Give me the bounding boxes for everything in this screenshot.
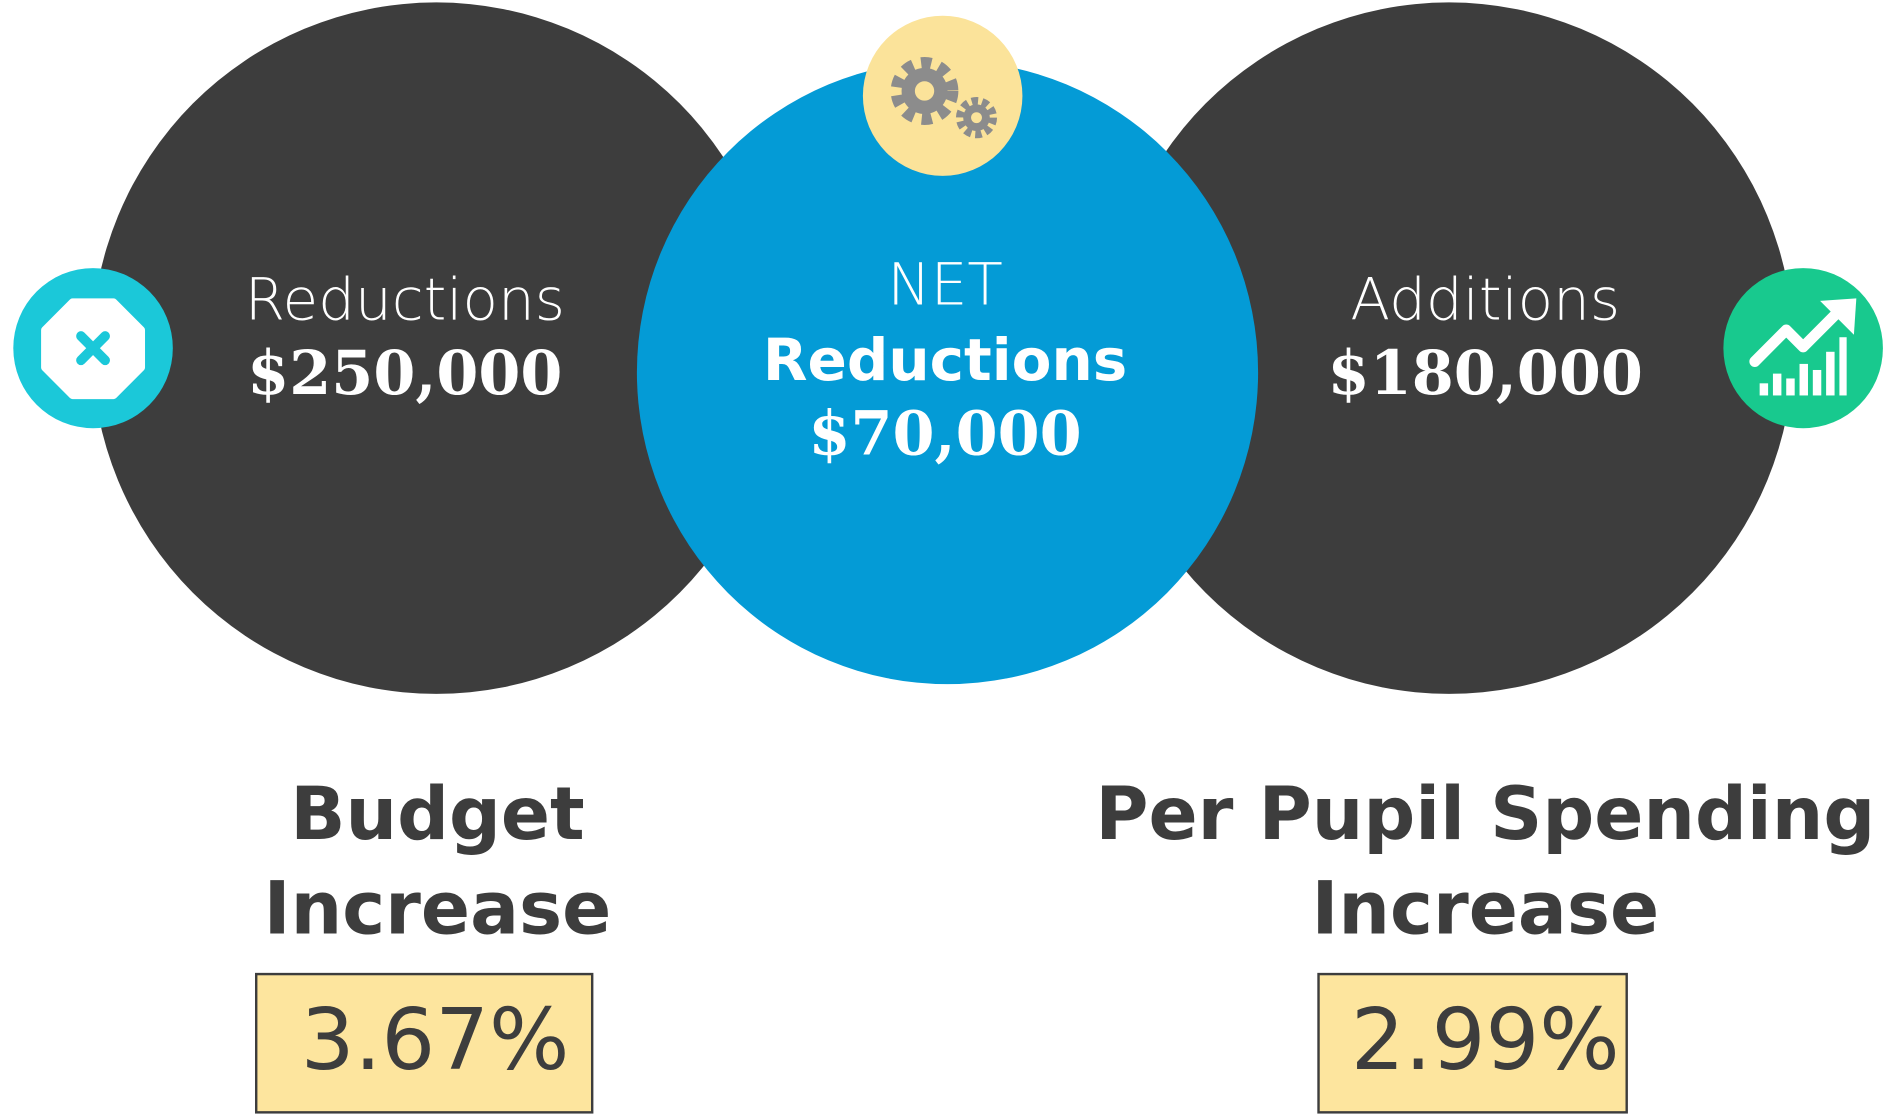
stat-title: Increase (1311, 867, 1659, 951)
stat-value: 3.67% (301, 990, 570, 1089)
stat-title: Increase (264, 867, 612, 951)
gear-icon (862, 15, 1023, 176)
additions-amount: $180,000 (1328, 338, 1643, 409)
reductions-amount: $250,000 (247, 338, 562, 409)
reductions-label: Reductions (245, 265, 565, 333)
net-amount: $70,000 (808, 399, 1081, 470)
net-circle (636, 60, 1259, 685)
stat-title: Budget (290, 773, 584, 857)
stat-box (255, 972, 594, 1114)
net-label: NET (887, 251, 1002, 319)
reductions-circle (91, 2, 781, 694)
additions-circle (1104, 2, 1794, 694)
growth-icon (1723, 268, 1883, 429)
stat-title: Per Pupil Spending (1095, 773, 1875, 857)
stat-value: 2.99% (1351, 990, 1620, 1089)
net-reductions-label: Reductions (763, 326, 1127, 394)
stat-box (1317, 972, 1628, 1114)
stop-icon (13, 268, 173, 429)
additions-label: Additions (1350, 265, 1620, 333)
